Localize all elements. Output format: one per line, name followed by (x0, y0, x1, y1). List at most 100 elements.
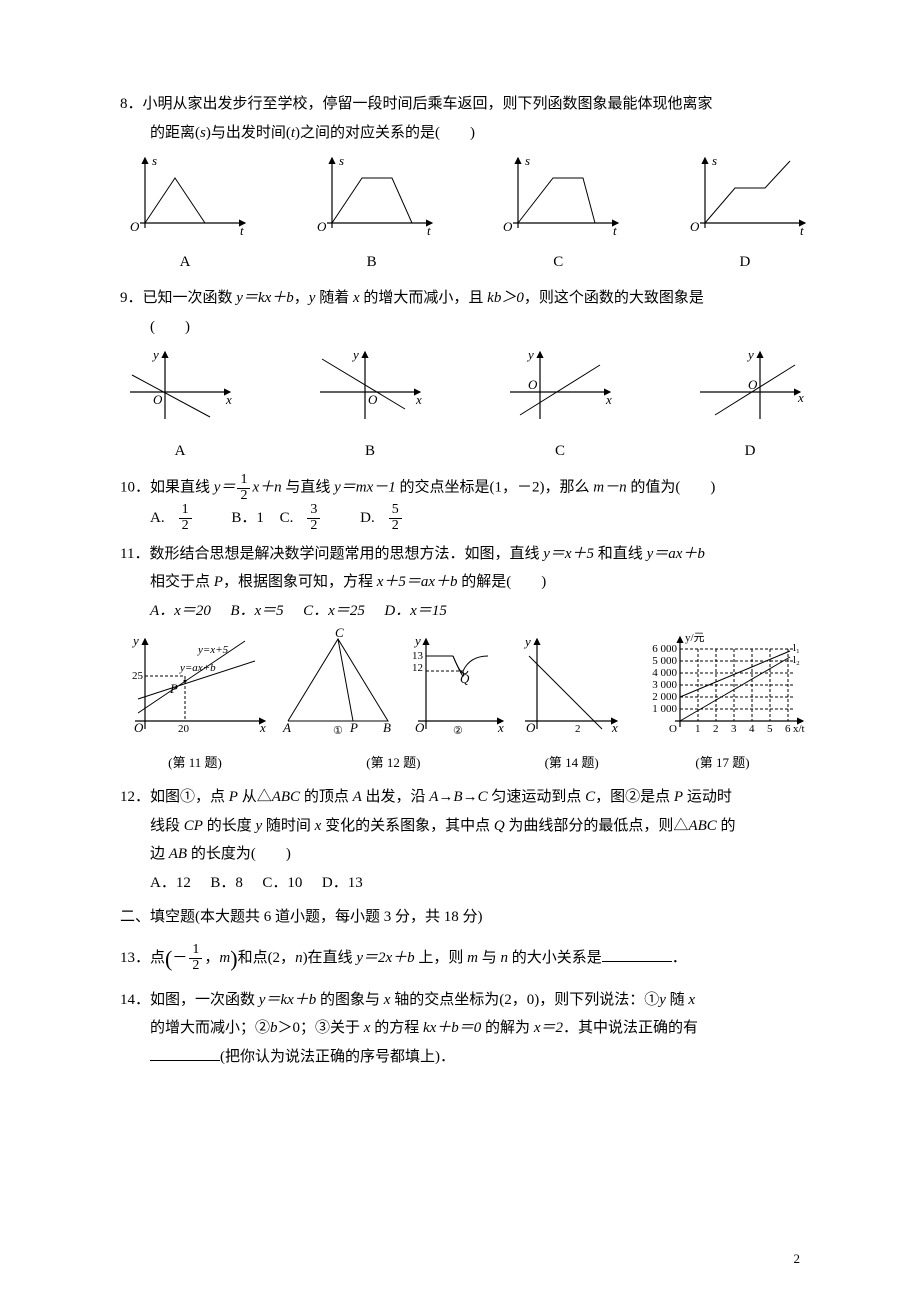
q8-text-a: 小明从家出发步行至学校，停留一段时间后乘车返回，则下列函数图象最能体现他离家 (143, 96, 713, 112)
q10-text-c: 的交点坐标是(1，－2)，那么 (396, 480, 594, 496)
svg-text:P: P (349, 720, 358, 735)
q8-figures: O t s A O t s B O t s C (120, 153, 810, 276)
svg-text:y: y (151, 347, 159, 362)
svg-text:12: 12 (412, 662, 423, 674)
svg-text:O: O (130, 219, 140, 234)
svg-text:5 000: 5 000 (652, 655, 677, 667)
svg-text:s: s (339, 153, 344, 168)
svg-text:x: x (497, 720, 504, 735)
question-8: 8．小明从家出发步行至学校，停留一段时间后乘车返回，则下列函数图象最能体现他离家… (120, 90, 810, 147)
fig17-caption: (第 17 题) (635, 751, 810, 776)
q11-options: A．x＝20 B．x＝5 C．x＝25 D．x＝15 (120, 597, 810, 626)
svg-text:t: t (240, 223, 244, 238)
q9-cond: kb＞0 (487, 290, 524, 306)
svg-text:O: O (748, 377, 758, 392)
q8-fig-a: O t s (120, 153, 250, 233)
q9-label-c: C (500, 437, 620, 466)
question-14: 14．如图，一次函数 y＝kx＋b 的图象与 x 轴的交点坐标为(2，0)，则下… (120, 986, 810, 1072)
svg-text:t: t (613, 223, 617, 238)
q9-eq: y＝kx＋b (236, 290, 293, 306)
svg-text:O: O (368, 392, 378, 407)
q8-fig-d: O t s (680, 153, 810, 233)
q11-number: 11． (120, 546, 149, 562)
svg-text:y=ax+b: y=ax+b (179, 662, 216, 674)
page-number: 2 (794, 1247, 801, 1272)
q9-text-b: ， (294, 290, 309, 306)
svg-text:y: y (351, 347, 359, 362)
svg-text:y=x+5: y=x+5 (197, 644, 229, 656)
fig12-caption: (第 12 题) (278, 751, 508, 776)
fig-q12: A B C P ① 13 12 Q O x y ② (278, 631, 508, 736)
svg-text:3 000: 3 000 (652, 679, 677, 691)
q9-fig-d: O x y (690, 347, 810, 422)
question-10: 10．如果直线 y＝12x＋n 与直线 y＝mx－1 的交点坐标是(1，－2)，… (120, 473, 810, 534)
question-12: 12．如图①，点 P 从△ABC 的顶点 A 出发，沿 A→B→C 匀速运动到点… (120, 783, 810, 897)
q11-eq2: y＝ax＋b (647, 546, 705, 562)
svg-text:x/t: x/t (793, 723, 805, 735)
fig-q17: O y/元 x/t l₁ l₂ 1 000 2 000 3 000 4 000 … (635, 631, 810, 736)
svg-text:y: y (413, 633, 421, 648)
question-11: 11．数形结合思想是解决数学问题常用的思想方法．如图，直线 y＝x＋5 和直线 … (120, 540, 810, 626)
q11-eq1: y＝x＋5 (543, 546, 594, 562)
svg-text:2: 2 (575, 723, 581, 735)
q9-paren: ( ) (150, 319, 190, 335)
svg-text:x: x (611, 720, 618, 735)
q8-fig-c: O t s (493, 153, 623, 233)
svg-text:1 000: 1 000 (652, 703, 677, 715)
q9-fig-a: O x y (120, 347, 240, 422)
svg-text:l₁: l₁ (793, 642, 800, 654)
svg-text:O: O (669, 723, 677, 735)
q14-blank[interactable] (150, 1046, 220, 1061)
svg-text:y: y (523, 634, 531, 649)
q9-text-d: 的增大而减小，且 (360, 290, 488, 306)
svg-text:O: O (134, 720, 144, 735)
q8-text-c: )与出发时间( (206, 125, 291, 141)
svg-text:t: t (427, 223, 431, 238)
q10-text-a: 如果直线 (150, 480, 214, 496)
q8-label-d: D (680, 248, 810, 277)
svg-text:6: 6 (785, 723, 791, 735)
svg-text:O: O (153, 392, 163, 407)
svg-text:6 000: 6 000 (652, 643, 677, 655)
q9-fig-b: O x y (310, 347, 430, 422)
svg-text:25: 25 (132, 670, 144, 682)
q8-fig-b: O t s (307, 153, 437, 233)
svg-text:20: 20 (178, 723, 190, 735)
q14-number: 14． (120, 992, 150, 1008)
svg-text:s: s (712, 153, 717, 168)
svg-text:x: x (415, 392, 422, 407)
q11-text-a: 数形结合思想是解决数学问题常用的思想方法．如图，直线 (149, 546, 543, 562)
svg-text:5: 5 (767, 723, 773, 735)
fig11-caption: (第 11 题) (120, 751, 270, 776)
svg-text:y: y (131, 633, 139, 648)
svg-text:O: O (317, 219, 327, 234)
svg-text:①: ① (333, 725, 343, 737)
q10-options: A.12 B．1 C.32 D.52 (120, 503, 810, 533)
svg-text:x: x (605, 392, 612, 407)
svg-text:O: O (690, 219, 700, 234)
q9-label-b: B (310, 437, 430, 466)
svg-text:2 000: 2 000 (652, 691, 677, 703)
q11-text-e: 的解是( ) (458, 574, 547, 590)
q8-label-c: C (493, 248, 623, 277)
mid-figure-row: 25 20 O x y P y=x+5 y=ax+b (第 11 题) A B … (120, 631, 810, 775)
svg-text:O: O (415, 720, 425, 735)
svg-text:O: O (526, 720, 536, 735)
q13-blank[interactable] (602, 947, 672, 962)
q11-text-c: 相交于点 (150, 574, 214, 590)
svg-text:13: 13 (412, 650, 424, 662)
section-2-heading: 二、填空题(本大题共 6 道小题，每小题 3 分，共 18 分) (120, 903, 810, 932)
question-9: 9．已知一次函数 y＝kx＋b，y 随着 x 的增大而减小，且 kb＞0，则这个… (120, 284, 810, 341)
q9-number: 9． (120, 290, 143, 306)
svg-text:t: t (800, 223, 804, 238)
svg-text:B: B (383, 720, 391, 735)
svg-text:x: x (225, 392, 232, 407)
svg-text:s: s (525, 153, 530, 168)
q9-fig-c: O x y (500, 347, 620, 422)
svg-text:P: P (169, 681, 178, 696)
q10-mn: m－n (593, 480, 626, 496)
svg-text:x: x (797, 390, 804, 405)
fig-q11: 25 20 O x y P y=x+5 y=ax+b (120, 631, 270, 736)
q8-text-d: )之间的对应关系的是( ) (295, 125, 475, 141)
svg-text:y: y (526, 347, 534, 362)
